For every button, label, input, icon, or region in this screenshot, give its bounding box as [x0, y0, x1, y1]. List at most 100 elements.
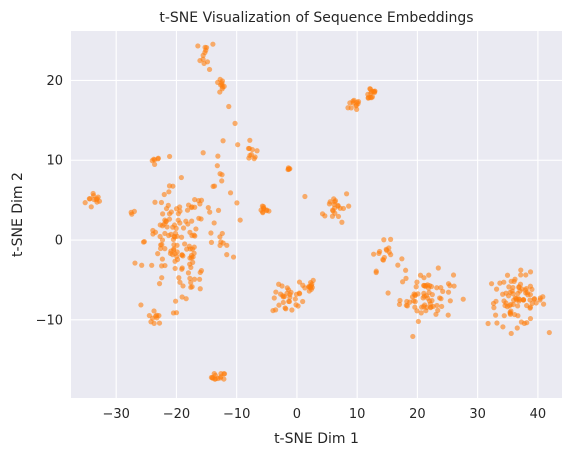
scatter-point: [169, 252, 176, 258]
scatter-point: [159, 275, 165, 281]
scatter-point: [493, 286, 500, 292]
scatter-point: [217, 171, 223, 177]
scatter-point: [177, 204, 183, 210]
scatter-point: [493, 312, 499, 318]
scatter-point: [179, 294, 185, 300]
scatter-point: [235, 142, 241, 148]
scatter-point: [306, 288, 312, 294]
scatter-point: [438, 285, 444, 291]
scatter-point: [404, 298, 410, 305]
scatter-point: [529, 300, 535, 307]
scatter-point: [215, 207, 222, 213]
scatter-point: [247, 137, 253, 143]
scatter-point: [166, 153, 173, 160]
scatter-point: [180, 283, 186, 289]
x-tick-label: 0: [293, 407, 301, 422]
scatter-point: [264, 207, 270, 214]
scatter-point: [335, 203, 341, 209]
scatter-point: [437, 295, 443, 301]
scatter-point: [540, 301, 547, 307]
scatter-point: [427, 305, 434, 311]
plot-background: [71, 31, 562, 398]
scatter-point: [520, 297, 527, 303]
scatter-point: [365, 95, 371, 101]
scatter-point: [237, 217, 243, 223]
scatter-point: [447, 283, 453, 289]
scatter-point: [180, 225, 187, 231]
scatter-point: [183, 218, 189, 224]
scatter-point: [450, 272, 457, 278]
scatter-point: [224, 252, 230, 258]
scatter-point: [490, 300, 497, 307]
scatter-point: [410, 333, 416, 340]
scatter-point: [377, 248, 383, 255]
scatter-point: [95, 194, 101, 200]
scatter-point: [533, 300, 539, 306]
scatter-point: [287, 294, 293, 300]
scatter-point: [173, 310, 180, 316]
scatter-point: [426, 298, 433, 304]
scatter-point: [200, 150, 206, 156]
scatter-point: [273, 307, 279, 313]
scatter-point: [190, 259, 196, 265]
scatter-point: [501, 279, 507, 285]
scatter-point: [413, 284, 419, 290]
scatter-point: [403, 267, 409, 273]
scatter-point: [232, 120, 238, 126]
scatter-point: [518, 272, 524, 278]
scatter-point: [286, 166, 292, 172]
scatter-point: [368, 89, 375, 95]
scatter-point: [248, 151, 254, 158]
scatter-point: [159, 242, 165, 248]
scatter-point: [152, 229, 159, 235]
scatter-point: [276, 281, 282, 287]
y-tick-labels: −10 0 10 20: [36, 74, 63, 328]
scatter-point: [283, 306, 289, 312]
scatter-point: [210, 41, 216, 47]
scatter-point: [527, 315, 534, 322]
scatter-point: [218, 82, 224, 88]
scatter-point: [197, 201, 203, 207]
scatter-point: [189, 218, 195, 224]
scatter-point: [90, 190, 96, 197]
scatter-point: [384, 247, 390, 253]
scatter-point: [214, 163, 220, 169]
scatter-point: [180, 253, 186, 259]
scatter-point: [219, 178, 225, 184]
scatter-point: [381, 237, 387, 243]
scatter-point: [395, 262, 401, 268]
scatter-point: [521, 320, 527, 327]
scatter-point: [488, 281, 495, 287]
y-axis-label: t-SNE Dim 2: [10, 172, 26, 257]
scatter-point: [156, 320, 163, 326]
scatter-point: [183, 296, 189, 302]
scatter-point: [188, 264, 194, 270]
scatter-point: [185, 270, 192, 276]
x-tick-labels: −30 −20 −10 0 10 20 30 40: [102, 407, 546, 422]
scatter-point: [184, 207, 191, 213]
scatter-point: [162, 262, 168, 269]
scatter-point: [276, 302, 282, 308]
scatter-point: [138, 302, 144, 308]
x-tick-label: 40: [530, 407, 547, 422]
scatter-point: [491, 305, 497, 311]
scatter-point: [96, 198, 103, 204]
scatter-point: [82, 200, 88, 206]
x-tick-label: −10: [223, 407, 250, 422]
scatter-point: [188, 255, 195, 261]
scatter-point: [516, 284, 522, 290]
scatter-point: [162, 246, 168, 252]
scatter-point: [296, 279, 303, 285]
scatter-point: [148, 319, 154, 325]
scatter-point: [345, 105, 351, 111]
scatter-point: [511, 311, 518, 318]
scatter-point: [168, 209, 174, 215]
scatter-point: [426, 272, 432, 278]
scatter-point: [540, 294, 546, 300]
scatter-point: [166, 189, 172, 195]
scatter-point: [286, 298, 292, 304]
scatter-point: [171, 242, 177, 248]
scatter-point: [307, 279, 314, 286]
scatter-point: [439, 303, 445, 310]
